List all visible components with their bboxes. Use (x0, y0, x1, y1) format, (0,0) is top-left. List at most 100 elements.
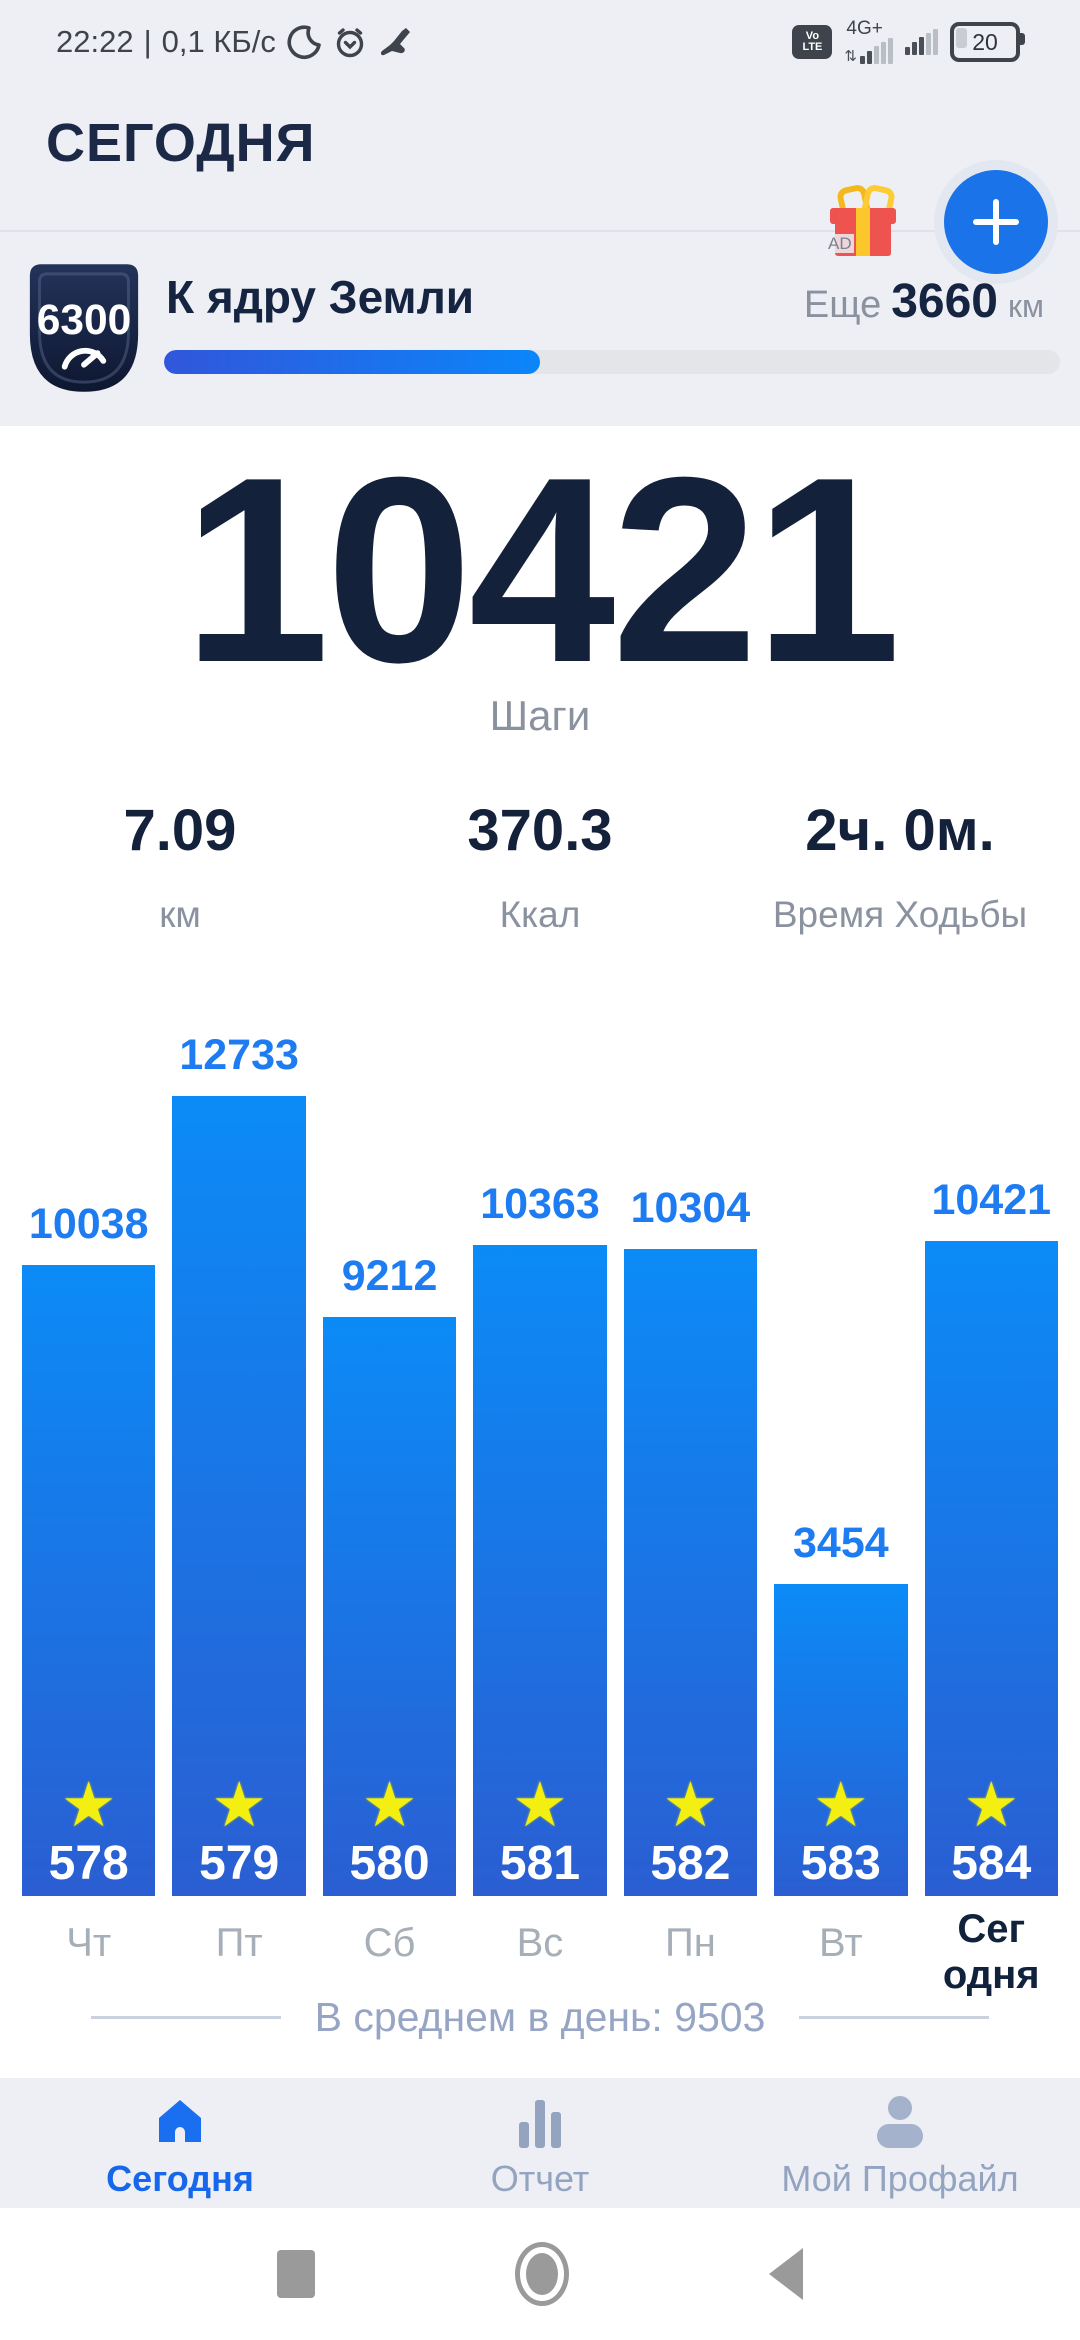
stat-walk-time-label: Время Ходьбы (772, 894, 1028, 935)
average-value: 9503 (674, 1994, 766, 2040)
goal-progress-bar (164, 350, 1060, 374)
profile-icon (877, 2092, 923, 2148)
goal-progress-fill (164, 350, 541, 374)
top-section: 22:22 | 0,1 КБ/с Vo LTE (0, 0, 1080, 426)
nav-tab-profile[interactable]: Мой Профайл (720, 2078, 1080, 2208)
chart-day-label: Вс (516, 1921, 564, 1965)
chart-day-label: Пн (664, 1921, 716, 1965)
add-button[interactable] (944, 170, 1048, 274)
average-line-left (90, 2016, 281, 2019)
ad-badge: AD (826, 234, 854, 253)
chart-day-label: Пт (215, 1921, 263, 1965)
chart-bar[interactable]: ★ 580 (322, 1317, 457, 1896)
goal-remaining-value: 3660 (891, 275, 998, 328)
nav-tab-today-label: Сегодня (106, 2158, 254, 2199)
nav-tab-today[interactable]: Сегодня (0, 2078, 360, 2208)
stat-distance-value: 7.09 (123, 798, 237, 863)
bar-value-label: 9212 (341, 1252, 438, 1300)
stat-walk-time-value: 2ч. 0м. (805, 798, 995, 863)
bar-value-label: 12733 (179, 1031, 299, 1079)
signal-sim1-icon: 4G+ ⇅ (844, 18, 893, 64)
plus-icon (973, 199, 1019, 245)
bar-day-number: 583 (800, 1837, 881, 1890)
star-icon: ★ (813, 1771, 869, 1840)
bar-value-label: 10363 (480, 1180, 600, 1228)
star-icon: ★ (361, 1771, 418, 1840)
bar-day-number: 579 (199, 1837, 280, 1890)
chart-bar-slot[interactable]: 9212 ★ 580 (322, 1040, 457, 1896)
star-icon: ★ (662, 1771, 719, 1840)
goal-remaining-prefix: Еще (803, 284, 882, 326)
nav-tab-profile-label: Мой Профайл (781, 2158, 1019, 2199)
chart-bar[interactable]: ★ 578 (22, 1265, 156, 1896)
chart-bar-slot[interactable]: 10304 ★ 582 (623, 1040, 758, 1896)
battery-percent: 20 (972, 28, 998, 55)
battery-icon: 20 (950, 22, 1025, 62)
chart-bar-slot[interactable]: 10363 ★ 581 (473, 1040, 607, 1896)
average-label: В среднем в день: (314, 1994, 663, 2040)
star-icon: ★ (512, 1771, 568, 1840)
stat-calories-label: Ккал (499, 894, 581, 935)
nav-tab-report[interactable]: Отчет (360, 2078, 720, 2208)
bar-value-label: 10038 (28, 1200, 149, 1248)
stat-distance-label: км (159, 894, 201, 935)
chart-bar-slot[interactable]: 3454 ★ 583 (774, 1040, 908, 1896)
bar-day-number: 581 (499, 1837, 581, 1890)
goal-title: К ядру Земли (166, 271, 475, 323)
network-type-label: 4G+ (846, 18, 883, 39)
header: СЕГОДНЯ AD (0, 70, 1080, 274)
star-icon: ★ (211, 1771, 267, 1840)
average-row: В среднем в день: 9503 (0, 1994, 1080, 2041)
chart-bar-slot[interactable]: 10038 ★ 578 (22, 1040, 156, 1896)
stat-calories-value: 370.3 (467, 798, 613, 863)
bar-value-label: 10304 (630, 1184, 751, 1232)
nav-tab-report-label: Отчет (490, 2158, 590, 2199)
chart-bar[interactable]: ★ 579 (172, 1096, 306, 1896)
android-home-icon[interactable] (515, 2242, 569, 2306)
steps-count: 10421 (182, 422, 901, 717)
android-nav-bar (0, 2208, 1080, 2340)
goal-remaining: Еще 3660 км (804, 274, 1044, 329)
gift-ad-icon[interactable]: AD (826, 183, 902, 258)
home-icon (153, 2092, 207, 2148)
chart-bar[interactable]: ★ 582 (623, 1249, 758, 1896)
moon-icon (286, 24, 322, 60)
chart-bar[interactable]: ★ 583 (774, 1584, 908, 1896)
goal-badge-icon: 6300 (26, 260, 142, 396)
average-line-right (799, 2016, 990, 2019)
bar-value-label: 3454 (792, 1519, 889, 1567)
chart-bar-slot[interactable]: 10421 ★ 584 (924, 1040, 1058, 1896)
signal-sim2-icon (905, 29, 938, 55)
badge-value-svg: 6300 (37, 296, 132, 344)
chart-bar[interactable]: ★ 584 (924, 1241, 1058, 1896)
recents-icon[interactable] (277, 2250, 315, 2298)
chart-bar[interactable]: ★ 581 (473, 1245, 607, 1896)
stat-calories: 370.3 Ккал (360, 796, 720, 936)
steps-label: Шаги (489, 692, 591, 739)
bottom-nav: Сегодня Отчет Мой Профайл (0, 2078, 1080, 2208)
stats-row: 7.09 км 370.3 Ккал 2ч. 0м. Время Ходьбы (0, 796, 1080, 936)
alarm-icon (332, 24, 368, 60)
chart-day-label: Вт (818, 1921, 863, 1965)
bar-day-number: 584 (951, 1837, 1032, 1890)
back-icon[interactable] (769, 2248, 803, 2300)
status-separator: | (143, 24, 152, 59)
goal-remaining-unit: км (1008, 288, 1044, 324)
chart-bars: 10038 ★ 578 12733 ★ 579 9212 ★ 580 10363 ★ 581 10304… (0, 1031, 1080, 1896)
goal-card[interactable]: 6300 К ядру Земли Еще 3660 км (0, 232, 1080, 426)
bar-day-number: 582 (650, 1837, 731, 1890)
chart-day-label: Сб (363, 1921, 416, 1965)
stat-walk-time: 2ч. 0м. Время Ходьбы (720, 796, 1080, 936)
star-icon: ★ (963, 1771, 1020, 1840)
chart-bar-slot[interactable]: 12733 ★ 579 (172, 1031, 306, 1896)
report-icon (519, 2092, 561, 2148)
volte-icon: Vo LTE (792, 25, 833, 59)
status-bar: 22:22 | 0,1 КБ/с Vo LTE (0, 14, 1080, 70)
chart-days: Чт Пт Сб Вс Пн Вт Сег одня (0, 1898, 1080, 1998)
star-icon: ★ (60, 1771, 117, 1840)
clock-time: 22:22 (56, 24, 134, 59)
network-speed: 0,1 КБ/с (161, 24, 276, 59)
bar-value-label: 10421 (931, 1176, 1052, 1224)
chart-day-label: Чт (66, 1921, 112, 1965)
